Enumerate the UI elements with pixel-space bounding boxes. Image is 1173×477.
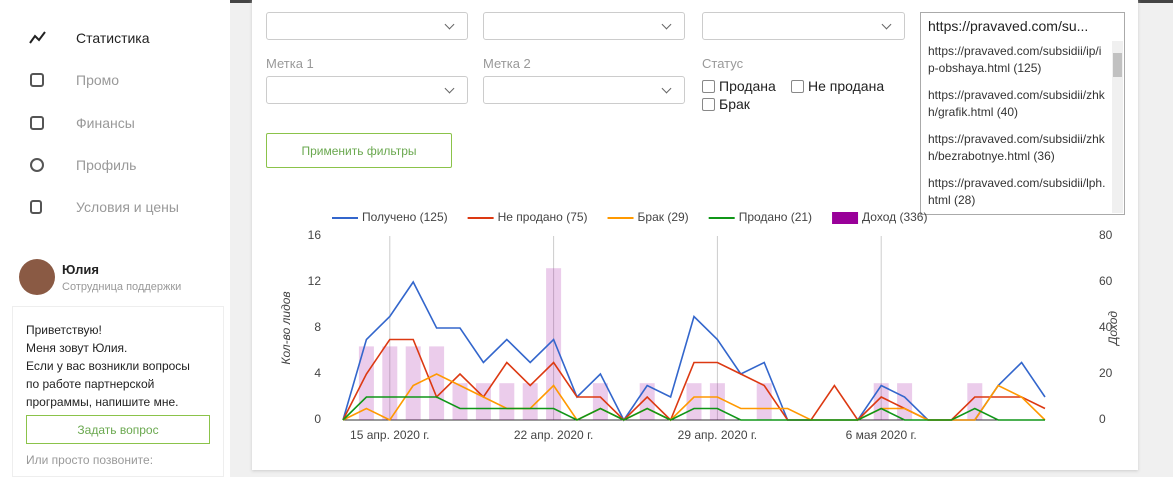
bar (522, 383, 538, 420)
sidebar: Статистика Промо Финансы Профиль Условия… (0, 0, 230, 477)
dropdown-option[interactable]: https://pravaved.com/subsidii/zhkh/bezra… (928, 132, 1105, 163)
select[interactable] (266, 76, 468, 104)
icon (30, 73, 44, 87)
y2-tick-label: 40 (1099, 320, 1113, 334)
dropdown-option[interactable]: https://pravaved.com/subsidii/lph.html (… (928, 176, 1106, 207)
x-tick-label: 29 апр. 2020 г. (678, 428, 757, 442)
icon (30, 158, 44, 172)
select[interactable] (702, 12, 905, 40)
bar (756, 383, 772, 420)
label: Метка 1 (266, 56, 314, 71)
nav-item[interactable]: Условия и цены (76, 199, 179, 215)
legend-swatch (832, 212, 859, 224)
line (342, 396, 1045, 421)
support-role: Сотрудница поддержки (62, 281, 182, 293)
label: Статус (702, 56, 744, 71)
message-line: Приветствую! (26, 323, 102, 337)
x-tick-label: 15 апр. 2020 г. (350, 428, 429, 442)
call-text: Или просто позвоните: (26, 453, 154, 467)
dropdown[interactable]: https://pravaved.com/su... https://prava… (920, 12, 1125, 215)
y2-tick-label: 20 (1099, 366, 1113, 380)
bar (382, 346, 398, 420)
y2-tick-label: 0 (1099, 412, 1106, 426)
label: Метка 2 (483, 56, 531, 71)
y-tick-label: 12 (308, 274, 322, 288)
x-tick-label: 22 апр. 2020 г. (514, 428, 593, 442)
y-tick-label: 8 (314, 320, 321, 334)
legend-label: Продано (21) (739, 210, 812, 224)
y-tick-label: 16 (308, 228, 322, 242)
chart: 15 апр. 2020 г. 22 апр. 2020 г. 29 апр. 20… (279, 210, 1120, 442)
select[interactable] (483, 76, 685, 104)
ask-button[interactable]: Задать вопрос (26, 415, 210, 444)
bar (429, 346, 445, 420)
bar (405, 346, 421, 420)
message-line: Меня зовут Юлия. (26, 341, 128, 355)
y-tick-label: 4 (314, 366, 321, 380)
bar (709, 383, 725, 420)
bar (452, 383, 468, 420)
nav-item[interactable]: Финансы (76, 115, 135, 131)
icon (30, 116, 44, 130)
y-tick-label: 0 (314, 412, 321, 426)
checkbox[interactable]: Не продана (791, 78, 884, 94)
checkbox[interactable]: Брак (702, 96, 750, 112)
dropdown-selected[interactable]: https://pravaved.com/su... (928, 18, 1089, 34)
dropdown-option[interactable]: https://pravaved.com/subsidii/ip/ip-obsh… (928, 44, 1102, 75)
avatar (19, 259, 55, 295)
legend-label: Не продано (75) (498, 210, 588, 224)
apply-button[interactable]: Применить фильтры (266, 133, 452, 168)
y2-axis-label: Доход (1106, 311, 1120, 347)
legend-label: Получено (125) (362, 210, 448, 224)
bar (499, 383, 515, 420)
nav-item[interactable]: Профиль (76, 157, 137, 173)
select[interactable] (483, 12, 685, 40)
bar (546, 268, 562, 420)
legend-label: Брак (29) (638, 210, 689, 224)
scrollbar[interactable] (1112, 41, 1123, 213)
legend-label: Доход (336) (862, 210, 927, 224)
y2-tick-label: 60 (1099, 274, 1113, 288)
y-axis-label: Кол-во лидов (279, 291, 293, 364)
support-name: Юлия (62, 262, 99, 277)
checkbox[interactable]: Продана (702, 78, 776, 94)
support-message: Приветствую! Меня зовут Юлия. Если у вас… (26, 321, 206, 411)
nav-item[interactable]: Промо (76, 72, 120, 88)
message-line: Если у вас возникли вопросы по работе па… (26, 359, 190, 409)
dropdown-option[interactable]: https://pravaved.com/subsidii/zhkh/grafi… (928, 88, 1105, 119)
nav-item[interactable]: Статистика (76, 30, 150, 46)
x-tick-label: 6 мая 2020 г. (846, 428, 917, 442)
select[interactable] (266, 12, 468, 40)
icon (30, 200, 42, 214)
y2-tick-label: 80 (1099, 228, 1113, 242)
icon (29, 31, 46, 44)
